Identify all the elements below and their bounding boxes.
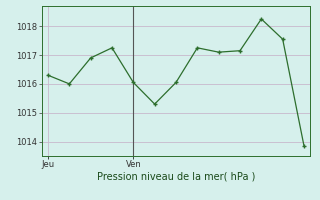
X-axis label: Pression niveau de la mer( hPa ): Pression niveau de la mer( hPa ) xyxy=(97,172,255,182)
